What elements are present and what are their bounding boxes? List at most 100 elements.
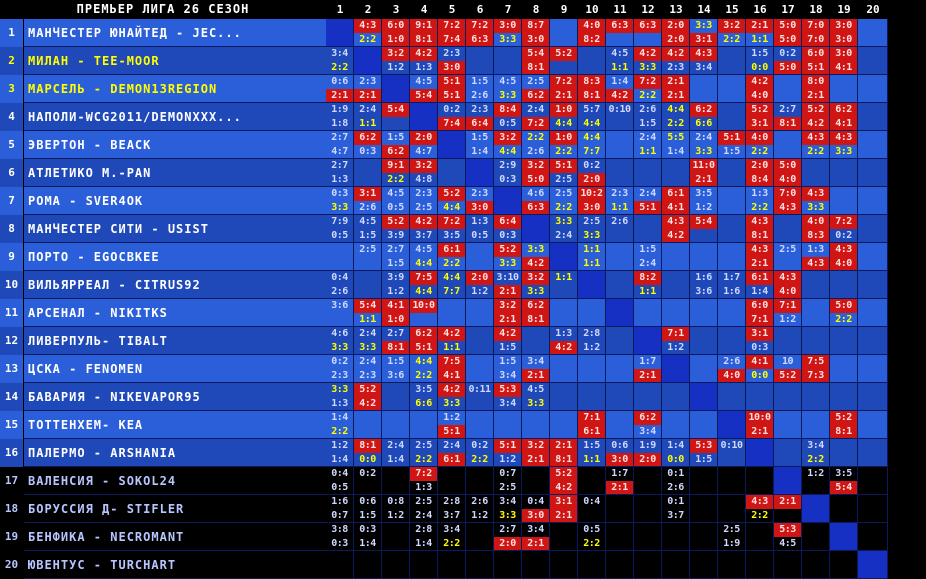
home-score: 4:5 [359,216,376,227]
home-score: 6:1 [662,187,689,201]
match-cell: 7:2 6:3 [466,19,494,47]
away-score: 3:0 [830,32,857,46]
home-score: 2:2 [527,132,544,143]
team-position: 8 [0,215,24,243]
match-cell [802,159,830,187]
diagonal-cell [634,327,662,355]
away-score: 2:6 [527,145,544,157]
match-cell [438,299,466,327]
match-cell: 5:2 4:2 [354,383,382,411]
match-cell: 3:2 2:1 [522,439,550,467]
home-score: 3:2 [494,299,521,313]
home-score: 2:3 [443,48,460,59]
home-score: 1:5 [751,48,768,59]
away-score: 1:5 [695,453,712,465]
column-header: 2 [364,3,372,16]
match-cell: 3:5 5:4 [830,467,858,495]
match-cell [830,271,858,299]
home-score: 5:2 [802,103,829,117]
home-score: 5:3 [690,439,717,453]
away-score: 3:3 [527,397,544,409]
team-position: 5 [0,131,24,159]
match-cell: 3:9 1:2 [382,271,410,299]
column-header: 14 [697,3,711,16]
match-cell: 5:0 2:2 [830,299,858,327]
match-cell [354,159,382,187]
away-score: 3:3 [835,145,852,157]
home-score: 0:11 [468,384,491,395]
home-score: 7:0 [774,187,801,201]
away-score: 3:3 [527,285,544,297]
match-cell [858,103,888,131]
match-cell: 0:1 2:6 [662,467,690,495]
away-score: 3:4 [499,369,516,381]
away-score: 4:0 [746,88,773,102]
away-score: 2:2 [555,145,572,157]
away-score: 2:2 [331,61,348,73]
home-score: 0:7 [499,468,516,479]
home-score: 10:0 [746,411,773,425]
match-cell [690,355,718,383]
match-cell: 7:5 7:3 [802,355,830,383]
home-score: 1:4 [667,440,684,451]
match-cell: 5:5 1:4 [662,131,690,159]
home-score: 1:0 [550,131,577,145]
team-position: 15 [0,411,24,439]
match-cell: 4:2 2:3 [662,47,690,75]
home-score: 3:3 [527,244,544,255]
home-score: 5:2 [550,47,577,61]
away-score: 1:5 [723,145,740,157]
home-score: 4:3 [746,243,773,257]
match-cell: 3:5 6:6 [410,383,438,411]
away-score: 6:1 [578,424,605,438]
match-cell: 6:3 [606,19,634,47]
home-score: 4:3 [354,19,381,33]
match-cell: 10:0 [410,299,438,327]
home-score: 3:2 [522,271,549,285]
match-cell: 0:5 2:2 [578,523,606,551]
match-cell [718,243,746,271]
away-score: 8:1 [382,340,409,354]
match-cell: 1:5 3:6 [382,355,410,383]
match-cell: 1:3 0:5 [466,215,494,243]
match-cell: 5:2 4:2 [802,103,830,131]
home-score: 2:7 [387,244,404,255]
away-score: 4:2 [550,340,577,354]
match-cell: 1:7 1:6 [718,271,746,299]
away-score: 1:5 [499,341,516,353]
match-cell [690,467,718,495]
match-cell: 10:2 3:0 [578,187,606,215]
match-cell: 4:1 0:0 [746,355,774,383]
away-score: 0:5 [387,201,404,213]
match-cell [634,495,662,523]
match-cell: 2:4 1:1 [354,103,382,131]
match-cell: 4:2 4:0 [746,75,774,103]
home-score: 3:5 [835,468,852,479]
away-score: 1:2 [667,341,684,353]
match-cell [326,243,354,271]
away-score: 5:4 [410,88,437,102]
away-score: 1:6 [723,285,740,297]
home-score: 7:2 [466,19,493,33]
match-cell: 4:0 8:2 [578,19,606,47]
match-cell: 2:8 1:4 [410,523,438,551]
match-cell: 7:1 1:2 [662,327,690,355]
team-name: ПАЛЕРМО - ARSHANIA [24,439,326,467]
match-cell [550,19,578,47]
away-score: 2:3 [667,61,684,73]
away-score: 1:4 [471,145,488,157]
match-cell [774,383,802,411]
match-cell: 1:6 3:6 [690,271,718,299]
home-score: 0:8 [387,496,404,507]
match-cell [550,383,578,411]
match-cell: 6:3 [634,19,662,47]
match-cell [830,383,858,411]
match-cell: 5:4 1:1 [354,299,382,327]
away-score: 1:0 [382,32,409,46]
match-cell: 2:4 5:1 [634,187,662,215]
home-score: 1:5 [499,356,516,367]
team-position: 13 [0,355,24,383]
match-cell [858,215,888,243]
away-score: 2:2 [751,145,768,157]
home-score: 11:0 [690,159,717,173]
